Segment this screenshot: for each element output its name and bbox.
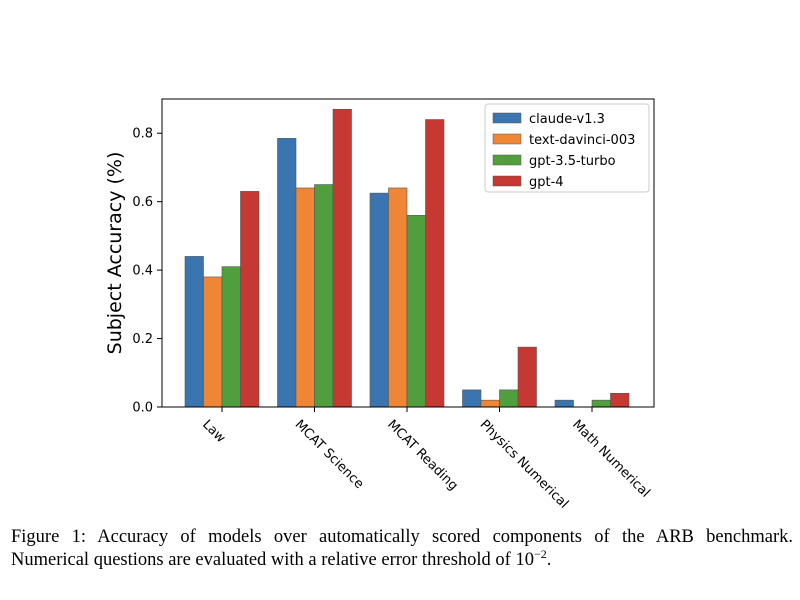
- bar-claude-v1.3-math-numerical: [554, 399, 574, 408]
- legend-label: gpt-3.5-turbo: [529, 154, 616, 169]
- bar-gpt-4-mcat-reading: [425, 119, 445, 408]
- bar-gpt-3.5-turbo-math-numerical: [591, 399, 611, 408]
- y-tick-label: 0.4: [132, 264, 153, 279]
- bar-claude-v1.3-mcat-reading: [369, 192, 389, 408]
- caption-line-2-end: .: [546, 550, 552, 570]
- bar-claude-v1.3-physics-numerical: [462, 389, 482, 408]
- bar-text-davinci-003-law: [203, 276, 223, 408]
- legend-swatch: [492, 154, 522, 166]
- legend-swatch: [492, 112, 522, 124]
- caption-exponent: −2: [533, 546, 547, 561]
- bar-gpt-3.5-turbo-mcat-reading: [406, 215, 426, 408]
- figure-caption: Figure 1: Accuracy of models over automa…: [11, 526, 793, 572]
- y-tick-label: 0.6: [132, 195, 153, 210]
- bar-text-davinci-003-physics-numerical: [480, 399, 500, 408]
- bars-group: [184, 108, 630, 408]
- bar-claude-v1.3-mcat-science: [277, 138, 297, 408]
- legend-label: text-davinci-003: [529, 133, 635, 148]
- y-tick-label: 0.8: [132, 127, 153, 142]
- caption-line-1: Figure 1: Accuracy of models over automa…: [11, 527, 793, 547]
- x-tick-label: Math Numerical: [569, 417, 652, 500]
- caption-line-2: Numerical questions are evaluated with a…: [11, 546, 793, 572]
- legend-swatch: [492, 133, 522, 145]
- legend-box: [484, 103, 650, 193]
- bar-text-davinci-003-mcat-science: [295, 187, 315, 408]
- x-tick-label: MCAT Reading: [384, 417, 460, 493]
- x-axis: Law MCAT Science MCAT Reading Physics Numer…: [199, 407, 653, 512]
- y-tick-label: 0.0: [132, 401, 153, 416]
- x-tick-label: Law: [199, 417, 228, 446]
- legend-label: claude-v1.3: [529, 112, 605, 127]
- plot-frame: [161, 98, 655, 408]
- x-tick-label: Physics Numerical: [477, 417, 571, 511]
- bar-text-davinci-003-mcat-reading: [388, 187, 408, 408]
- bar-claude-v1.3-law: [184, 256, 204, 408]
- bar-gpt-3.5-turbo-physics-numerical: [499, 389, 519, 408]
- legend: claude-v1.3 text-davinci-003 gpt-3.5-turbo…: [484, 103, 650, 193]
- bar-gpt-4-physics-numerical: [517, 346, 537, 408]
- caption-line-2-text: Numerical questions are evaluated with a…: [11, 550, 534, 570]
- y-axis-label: Subject Accuracy (%): [104, 152, 126, 355]
- bar-gpt-4-law: [240, 191, 260, 408]
- bar-gpt-3.5-turbo-law: [221, 266, 241, 408]
- y-tick-label: 0.2: [132, 332, 153, 347]
- legend-swatch: [492, 175, 522, 187]
- x-tick-label: MCAT Science: [292, 417, 367, 492]
- bar-gpt-4-math-numerical: [610, 393, 630, 408]
- bar-gpt-3.5-turbo-mcat-science: [314, 184, 334, 408]
- bar-gpt-4-mcat-science: [332, 108, 352, 408]
- legend-label: gpt-4: [529, 175, 564, 190]
- y-axis: 0.0 0.2 0.4 0.6 0.8: [132, 127, 162, 416]
